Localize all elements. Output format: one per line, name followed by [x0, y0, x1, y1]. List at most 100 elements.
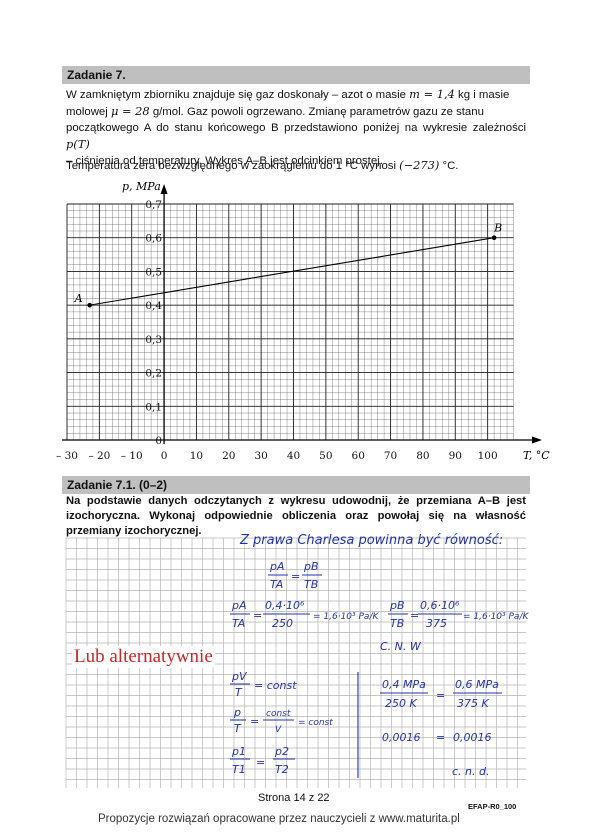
task-intro: W zamkniętym zbiorniku znajduje się gaz …: [66, 86, 526, 169]
x-tick-label: 30: [254, 450, 267, 462]
f3-numerator-1: pB: [389, 599, 405, 612]
x-tick-label: 40: [287, 450, 300, 462]
x-tick-label: 10: [190, 450, 203, 462]
y-tick-label: 0,7: [145, 199, 162, 211]
function-expression: p(T): [66, 137, 90, 151]
b1-numerator: 0,4 MPa: [382, 678, 426, 691]
f3-denominator-2: 375: [426, 617, 447, 630]
abs-zero-unit: °C.: [442, 160, 459, 172]
a3-equals: =: [256, 756, 265, 769]
a2-numerator-2: const: [266, 709, 291, 719]
x-tick-label: 100: [478, 450, 498, 462]
a2-rhs: = const: [298, 718, 333, 728]
task-header: Zadanie 7.: [62, 66, 530, 84]
x-tick-label: – 30: [56, 450, 78, 462]
x-axis-label: T, °C: [523, 449, 550, 462]
intro-part-2: kg i masie: [458, 89, 510, 101]
a1-rhs: = const: [254, 679, 297, 692]
f1-denominator-left: TA: [270, 578, 283, 591]
chart-axes: [62, 184, 542, 444]
f2-denominator-1: TA: [232, 617, 245, 630]
intro-part-6: – ciśnienia od temperatury. Wykres A–B j…: [66, 155, 383, 167]
y-tick-label: 0,2: [145, 368, 162, 380]
f1-equals: =: [291, 570, 300, 583]
f1-numerator-left: pA: [269, 560, 285, 573]
exam-code: EFAP-R0_100: [468, 802, 517, 811]
intro-part-1: W zamkniętym zbiorniku znajduje się gaz …: [66, 89, 406, 101]
a2-numerator: p: [233, 706, 241, 719]
f2-denominator-2: 250: [272, 617, 293, 630]
f3-equals: =: [410, 609, 419, 622]
x-tick-labels: – 30 – 20 – 10 0 10 20 30 40 50 60 70 80 90 100: [56, 450, 498, 462]
a1-denominator: T: [235, 686, 243, 699]
x-tick-label: 0: [161, 450, 168, 462]
mass-expression: m = 1,4: [409, 87, 455, 101]
a2-equals: =: [250, 715, 259, 728]
a2-denominator: T: [234, 722, 242, 735]
y-tick-label: 0,5: [145, 266, 162, 278]
x-tick-label: – 20: [88, 450, 110, 462]
y-tick-label: 0: [155, 435, 162, 447]
point-label-a: A: [74, 292, 83, 305]
credit-line: Propozycje rozwiązań opracowane przez na…: [98, 813, 460, 825]
a2-denominator-2: V: [275, 725, 282, 735]
point-label-b: B: [493, 222, 502, 235]
x-axis-arrow-icon: [532, 436, 542, 444]
f2-equals: =: [253, 609, 262, 622]
b1-equals: =: [436, 689, 445, 702]
y-tick-label: 0,6: [145, 233, 162, 245]
y-axis-arrow-icon: [160, 184, 168, 194]
subtask-header: Zadanie 7.1. (0–2): [62, 476, 530, 494]
b1-numerator-2: 0,6 MPa: [455, 678, 499, 691]
a3-numerator-2: p2: [274, 745, 289, 758]
abs-zero-text: Temperatura zera bezwzględnego w zaokrąg…: [66, 160, 396, 172]
x-tick-label: 70: [384, 450, 397, 462]
abs-zero-value: (−273): [399, 158, 440, 172]
b2-right: 0,0016: [453, 731, 492, 744]
b2-equals: =: [436, 731, 445, 744]
f2-numerator-2: 0,4·10⁶: [265, 599, 305, 612]
page-number: Strona 14 z 22: [258, 792, 330, 804]
y-axis-label: p, MPa: [122, 180, 161, 193]
x-tick-label: 20: [222, 450, 235, 462]
molar-expression: μ = 28: [110, 104, 150, 118]
x-tick-label: 60: [352, 450, 365, 462]
f3-numerator-2: 0,6·10⁶: [420, 599, 460, 612]
f2-numerator-1: pA: [231, 599, 247, 612]
a1-numerator: pV: [231, 670, 248, 683]
x-tick-label: – 10: [121, 450, 143, 462]
f1-denominator-right: TB: [304, 578, 318, 591]
y-tick-labels: 0 0,1 0,2 0,3 0,4 0,5 0,6 0,7: [145, 199, 162, 447]
y-tick-label: 0,1: [145, 401, 162, 413]
b1-denominator: 250 K: [385, 697, 417, 710]
intro-part-5: początkowego A do stanu końcowego B prze…: [66, 122, 526, 134]
x-tick-label: 90: [449, 450, 462, 462]
x-tick-label: 50: [319, 450, 332, 462]
f3-result: = 1,6·10³ Pa/K: [463, 612, 529, 622]
alternative-note: Lub alternatywnie: [72, 646, 215, 668]
solution-line-1: Z prawa Charlesa powinna być równość:: [239, 533, 503, 548]
data-point-a: [87, 302, 92, 308]
data-point-b: [491, 235, 497, 241]
f1-numerator-right: pB: [303, 560, 319, 573]
f2-result: = 1,6·10³ Pa/K: [313, 612, 379, 622]
abs-zero-note: Temperatura zera bezwzględnego w zaokrąg…: [66, 157, 526, 174]
x-tick-label: 80: [416, 450, 429, 462]
a3-denominator-1: T1: [232, 763, 246, 776]
intro-part-3: molowej: [66, 106, 108, 118]
y-tick-label: 0,4: [145, 300, 162, 312]
intro-part-4: g/mol. Gaz powoli ogrzewano. Zmianę para…: [152, 106, 484, 118]
b2-left: 0,0016: [382, 731, 421, 744]
subtask-instruction: Na podstawie danych odczytanych z wykres…: [66, 495, 526, 537]
y-tick-label: 0,3: [145, 334, 162, 346]
f3-denominator-1: TB: [390, 617, 404, 630]
qed-1: C. N. W: [380, 640, 422, 653]
b1-denominator-2: 375 K: [457, 697, 489, 710]
a3-denominator-2: T2: [275, 763, 289, 776]
a3-numerator-1: p1: [231, 745, 246, 758]
qed-2: c. n. d.: [452, 765, 490, 778]
pressure-temperature-chart: 0 0,1 0,2 0,3 0,4 0,5 0,6 0,7 – 30 – 20 – 10 0 10 20…: [56, 180, 550, 462]
chart-series: AB: [74, 222, 502, 308]
series-line: [89, 237, 495, 306]
